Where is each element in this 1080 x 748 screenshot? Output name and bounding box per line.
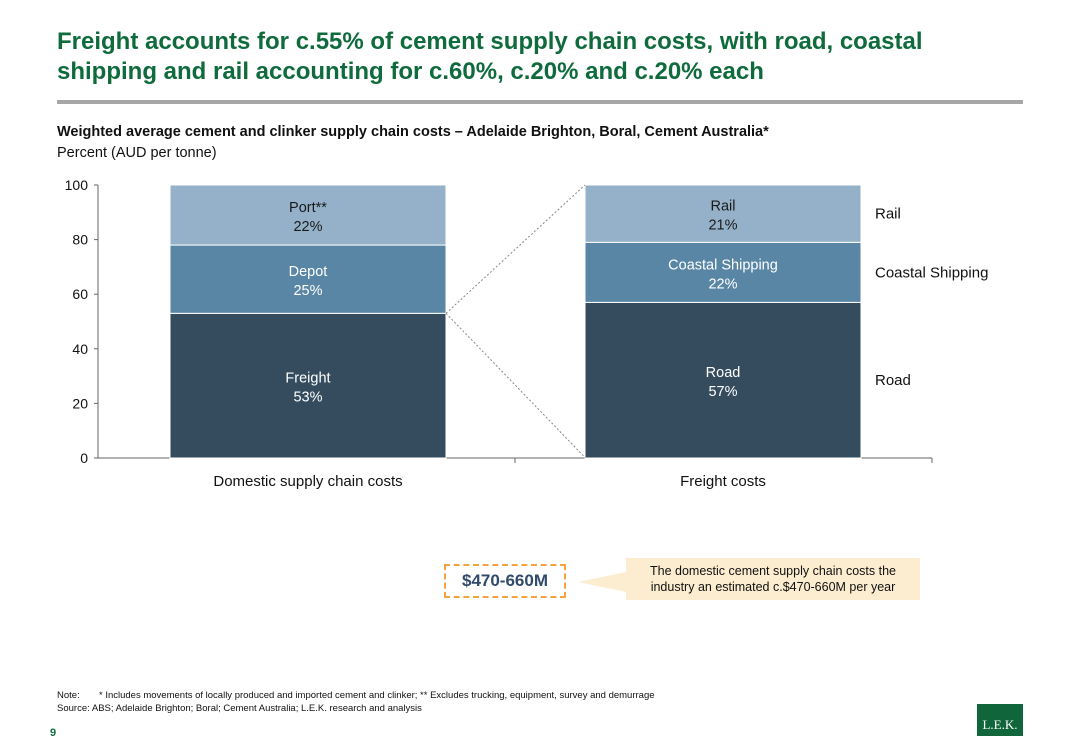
callout-pointer [578,572,626,592]
y-tick-label: 0 [80,450,88,466]
source-line: Source: ABS; Adelaide Brighton; Boral; C… [57,703,422,714]
footnotes: Note: * Includes movements of locally pro… [57,689,655,715]
segment-value-label: 57% [708,384,737,400]
chart-title: Weighted average cement and clinker supp… [57,124,769,140]
y-tick-label: 80 [72,232,88,248]
segment-value-label: 53% [293,390,322,406]
segment-name-label: Freight [285,371,330,387]
y-tick-label: 60 [72,286,88,302]
y-tick-label: 100 [65,177,89,193]
x-category-label: Freight costs [680,473,766,490]
segment-name-label: Depot [289,264,328,280]
stacked-bar-chart: 0 20 40 60 80 100 Freight 53% Depot 25% Port** 22% D… [65,177,989,490]
segment-value-label: 25% [293,283,322,299]
bar-segment-port [169,184,447,246]
x-category-label: Domestic supply chain costs [213,473,402,490]
bar-segment-freight [169,312,447,459]
segment-value-label: 21% [708,218,737,234]
y-tick-label: 40 [72,341,88,357]
cost-value-badge: $470-660M [444,564,566,598]
y-tick-label: 20 [72,395,88,411]
bar-segment-road [584,301,862,459]
segment-value-label: 22% [293,219,322,235]
note-line: Note: * Includes movements of locally pro… [57,690,655,701]
segment-name-label: Port** [289,200,327,216]
legend-label: Coastal Shipping [875,264,988,281]
segment-name-label: Road [706,365,741,381]
segment-name-label: Coastal Shipping [668,257,778,273]
cost-callout: The domestic cement supply chain costs t… [626,558,920,600]
legend-label: Rail [875,206,901,223]
chart-subtitle: Percent (AUD per tonne) [57,145,217,161]
zoom-connector-top [445,184,586,314]
bar-segment-coastalshipping [584,241,862,303]
title-divider [57,100,1023,104]
page-title: Freight accounts for c.55% of cement sup… [57,28,923,85]
segment-name-label: Rail [711,199,736,215]
segment-value-label: 22% [708,276,737,292]
zoom-connector-bottom [445,312,586,458]
page-number: 9 [50,727,57,739]
bar-segment-depot [169,244,447,314]
lek-logo: L.E.K. [977,704,1023,736]
bar-segment-rail [584,184,862,243]
legend-label: Road [875,372,911,389]
